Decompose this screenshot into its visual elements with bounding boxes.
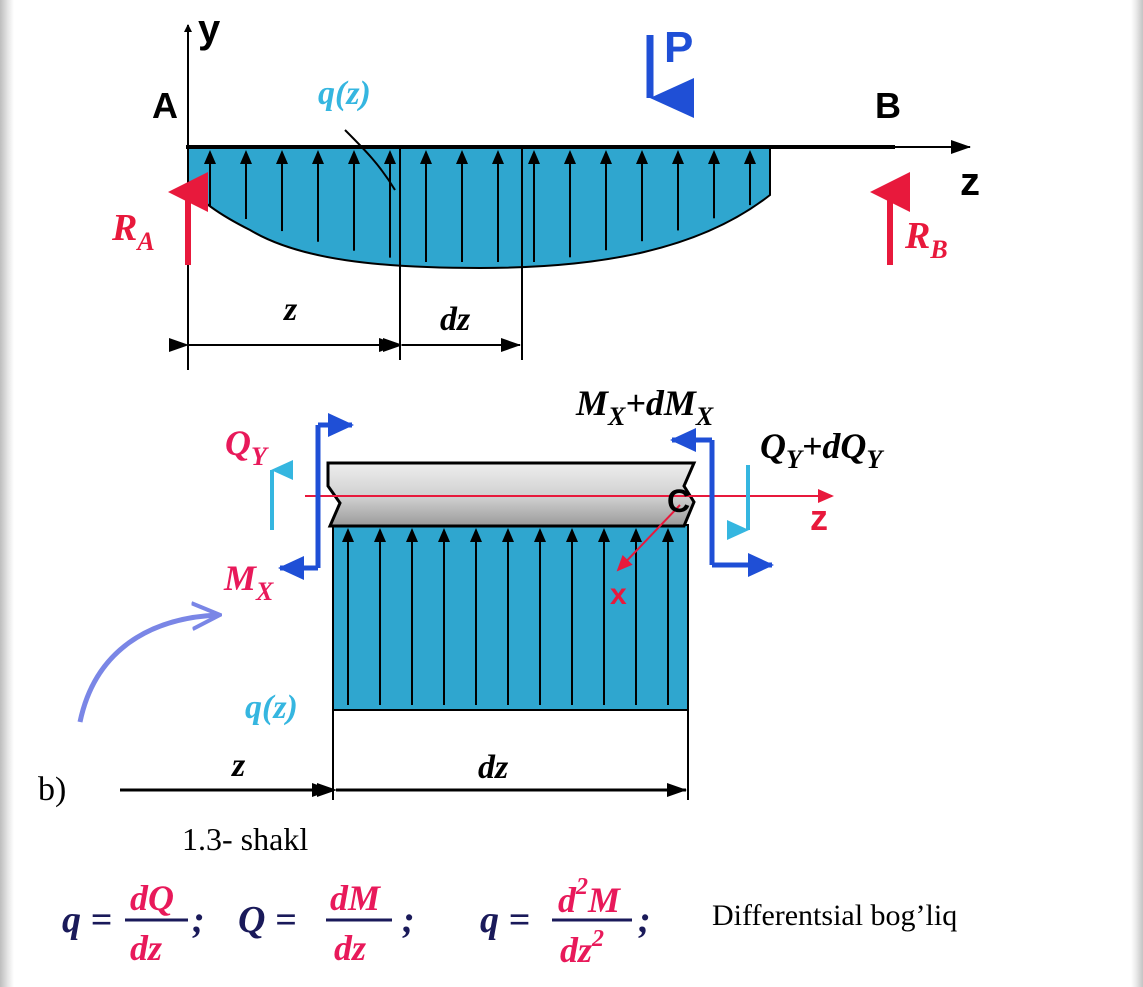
load-arrow-bottom-head [662, 528, 674, 542]
label-z-axis: z [960, 160, 980, 204]
label-dim-dz-top: dz [440, 301, 471, 338]
label-x-red: x [610, 578, 627, 611]
label-dim-z-top: z [283, 291, 298, 328]
formula2-sep: ; [402, 899, 415, 941]
load-arrow-bottom-head [342, 528, 354, 542]
load-arrow-bottom-head [406, 528, 418, 542]
label-b: b) [38, 771, 66, 808]
formula1-numerator: dQ [130, 878, 174, 918]
load-arrows-top [204, 150, 756, 262]
load-arrow-top-head [348, 150, 360, 164]
load-arrow-top-head [420, 150, 432, 164]
distributed-load-area [187, 146, 771, 270]
load-arrow-bottom-head [374, 528, 386, 542]
load-arrow-bottom-head [566, 528, 578, 542]
beam-element [326, 461, 697, 528]
formula-note: Differentsial bog’liq [712, 899, 957, 932]
label-A: A [152, 85, 178, 126]
label-z-red: z [810, 497, 828, 538]
load-arrow-top-head [492, 150, 504, 164]
label-RA: RA [111, 207, 155, 256]
label-moment-right: MX+dMX [575, 383, 714, 431]
formula3-numerator: d2M [558, 874, 622, 920]
load-arrow-top-head [384, 150, 396, 164]
label-P: P [664, 23, 693, 72]
load-arrow-top-head [708, 150, 720, 164]
label-dim-dz-bottom: dz [478, 749, 509, 786]
load-arrow-bottom-head [598, 528, 610, 542]
load-arrow-bottom-head [630, 528, 642, 542]
formula-row: q = dQ dz ; Q = dM dz ; q = d2M dz2 ; Di… [62, 874, 957, 970]
label-y: y [198, 7, 221, 51]
load-arrow-bottom-head [470, 528, 482, 542]
label-dim-z-bottom: z [231, 747, 246, 784]
load-arrow-bottom-head [438, 528, 450, 542]
label-q-top: q(z) [318, 75, 371, 112]
left-edge-shade [0, 0, 14, 987]
load-arrows-bottom [342, 528, 674, 705]
label-C: C [667, 483, 690, 519]
formula1-lhs: q = [62, 899, 112, 941]
label-shear-left: QY [225, 423, 269, 471]
label-B: B [875, 85, 901, 126]
load-arrow-top-head [240, 150, 252, 164]
load-arrow-top-head [312, 150, 324, 164]
bottom-element-diagram: MX+dMX QY+dQY QY MX C z x q(z) z dz b) [38, 383, 884, 808]
formula3-sep: ; [638, 899, 651, 941]
q-leader-line [344, 129, 396, 191]
label-RB: RB [904, 215, 948, 264]
load-arrow-top-head [528, 150, 540, 164]
load-arrow-top-head [456, 150, 468, 164]
right-edge-shade [1131, 0, 1143, 987]
label-shear-right: QY+dQY [760, 426, 884, 474]
label-q-bottom: q(z) [245, 689, 298, 726]
formula2-denominator: dz [334, 928, 366, 968]
figure-caption: 1.3- shakl [182, 821, 308, 857]
formula3-denominator: dz2 [560, 926, 604, 970]
formula3-lhs: q = [480, 899, 530, 941]
formula2-numerator: dM [330, 878, 382, 918]
load-arrow-top-head [636, 150, 648, 164]
load-arrow-top-head [276, 150, 288, 164]
formula1-sep: ; [192, 899, 205, 941]
load-arrow-top-head [204, 150, 216, 164]
top-beam-diagram: A B y z P q(z) RA RB z dz [111, 7, 980, 370]
formula1-denominator: dz [130, 928, 162, 968]
load-arrow-bottom-head [502, 528, 514, 542]
load-arrow-top-head [600, 150, 612, 164]
curved-pointer-arrow [77, 615, 218, 723]
label-moment-left: MX [223, 558, 274, 606]
load-arrow-top-head [744, 150, 756, 164]
load-arrow-top-head [672, 150, 684, 164]
load-arrow-bottom-head [534, 528, 546, 542]
load-arrow-top-head [564, 150, 576, 164]
formula2-lhs: Q = [238, 899, 297, 941]
x-axis-red [616, 504, 681, 572]
